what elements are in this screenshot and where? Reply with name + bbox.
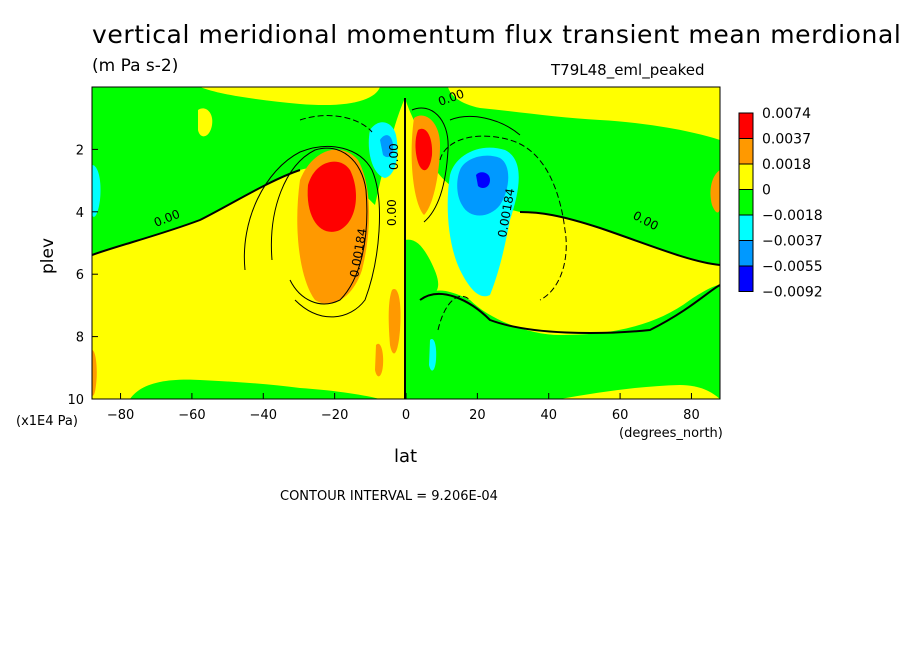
field-nh-eq-red <box>415 128 433 171</box>
legend-swatch <box>738 163 754 190</box>
field-west-edge-cyan <box>92 165 101 217</box>
x-axis-label: lat <box>394 446 418 467</box>
legend-swatch <box>738 240 754 267</box>
contour-sh-mid <box>270 147 368 305</box>
field-sh-lower-orange-2 <box>375 343 384 377</box>
chart-title: vertical meridional momentum flux transi… <box>92 20 902 49</box>
field-lower-green <box>420 285 720 399</box>
field-nh-deepblue <box>476 172 490 188</box>
field-sh-eq-blue <box>380 135 394 158</box>
x-tick-label: −80 <box>107 408 134 423</box>
field-east-edge-orange <box>710 170 720 213</box>
contour-zero-sh <box>92 169 301 256</box>
x-tick-label: 20 <box>469 408 486 423</box>
contour-interval-note: CONTOUR INTERVAL = 9.206E-04 <box>280 489 498 504</box>
y-tick-label: 10 <box>67 393 84 408</box>
x-tick-label: 60 <box>612 408 629 423</box>
legend-label: −0.0037 <box>762 234 823 250</box>
contour-nh-neg-dash2 <box>437 295 471 331</box>
field-sh-red <box>307 161 356 232</box>
y-tick-label: 4 <box>76 206 84 221</box>
field-bottom-right-yellow <box>560 385 720 399</box>
field-top-yellow-2 <box>448 87 720 140</box>
y-tick-label: 8 <box>76 331 84 346</box>
legend-swatch <box>738 265 754 292</box>
x-tick-label: −60 <box>178 408 205 423</box>
legend-swatch <box>738 112 754 139</box>
contour-upper-nh <box>449 116 521 136</box>
field-upper-green <box>92 87 720 265</box>
legend-label: −0.0092 <box>762 285 823 301</box>
field-lower-green-2 <box>405 239 439 399</box>
contour-label: 0.00 <box>385 199 399 226</box>
x-tick-label: 80 <box>683 408 700 423</box>
y-tick-label: 6 <box>76 268 84 283</box>
x-tick-label: −40 <box>250 408 277 423</box>
field-sh-lower-orange <box>388 289 401 354</box>
contour-nh-eq <box>411 107 449 223</box>
legend-label: 0.0037 <box>762 132 811 148</box>
case-label: T79L48_eml_peaked <box>551 61 705 79</box>
y-axis-units: (x1E4 Pa) <box>16 414 78 429</box>
legend-swatch <box>738 138 754 165</box>
legend-label: −0.0055 <box>762 259 823 275</box>
x-axis-units: (degrees_north) <box>619 426 723 441</box>
legend-label: 0.0018 <box>762 157 811 173</box>
legend-label: 0.0074 <box>762 106 811 122</box>
contour-label: 0.00 <box>387 143 401 170</box>
field-nh-lower-cyan <box>429 339 437 371</box>
legend-swatch <box>738 214 754 241</box>
legend-label: 0 <box>762 183 771 199</box>
x-tick-label: 0 <box>402 408 410 423</box>
field-top-yellow <box>200 87 380 106</box>
contour-zero-nh <box>519 211 720 266</box>
x-tick-label: 40 <box>540 408 557 423</box>
contour-upper-sh-dash <box>299 115 373 133</box>
x-tick-label: −20 <box>321 408 348 423</box>
units-label: (m Pa s-2) <box>92 56 179 76</box>
field-sh-lower-green <box>130 379 380 399</box>
legend-swatch <box>738 189 754 216</box>
legend-label: −0.0018 <box>762 208 823 224</box>
contour-zero-nh-low <box>419 284 720 334</box>
field-yellow-patch <box>198 108 213 137</box>
field-west-edge-orange <box>92 350 97 396</box>
y-tick-label: 2 <box>76 143 84 158</box>
